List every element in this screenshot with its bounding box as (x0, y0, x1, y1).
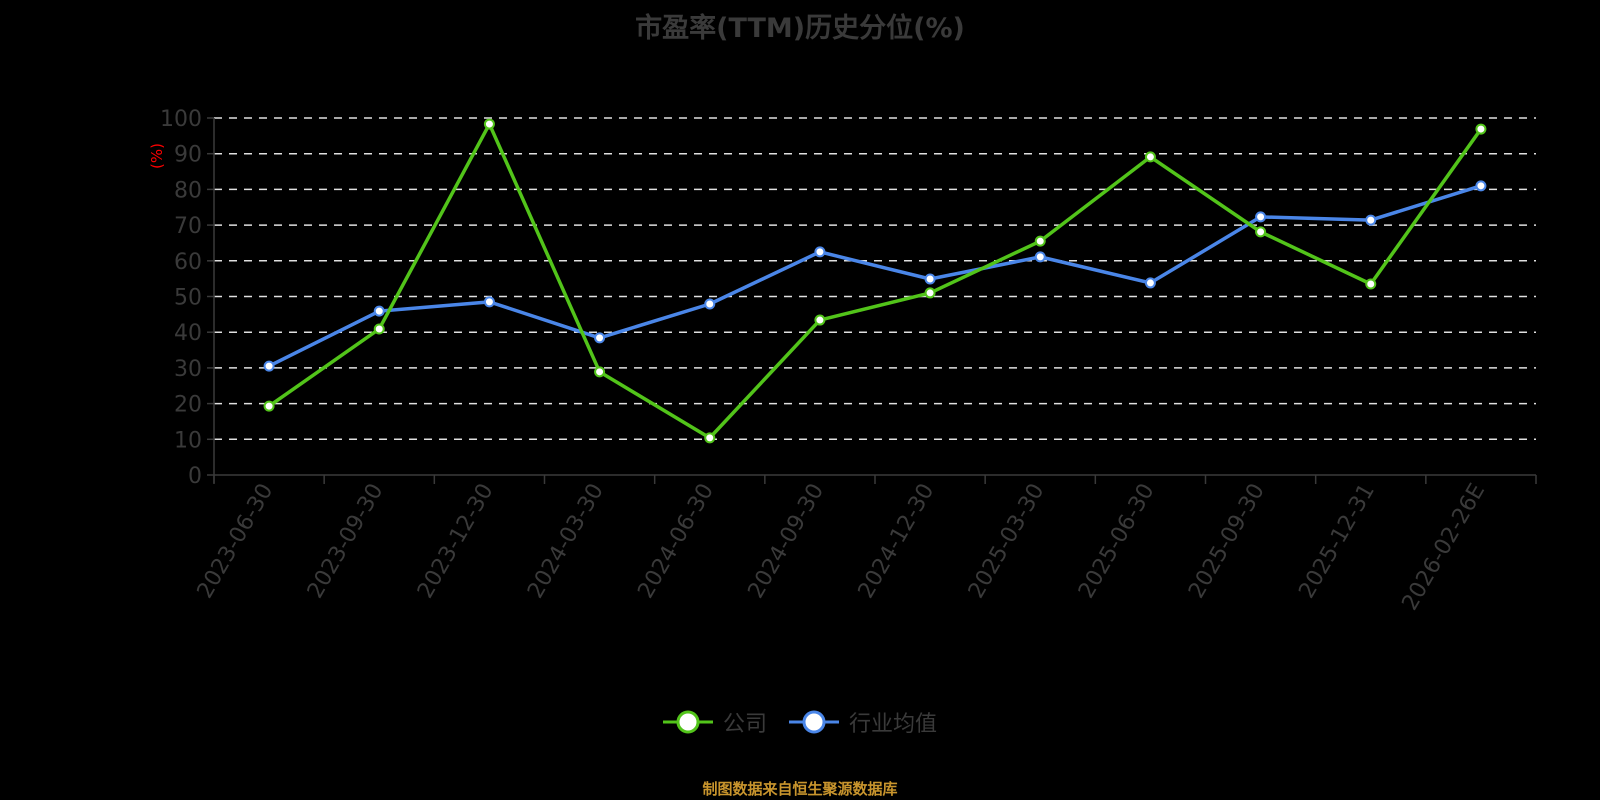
data-point[interactable] (1365, 278, 1377, 290)
x-tick-label: 2024-03-30 (523, 480, 609, 603)
chart-title: 市盈率(TTM)历史分位(%) (635, 13, 965, 44)
legend-marker-icon (662, 710, 713, 734)
x-tick-label: 2023-12-30 (413, 479, 499, 602)
y-tick-label: 50 (174, 286, 202, 311)
series-line (268, 122, 1483, 440)
legend-marker-icon (789, 710, 839, 734)
data-point[interactable] (1255, 211, 1267, 223)
legend-item-company[interactable]: 公司 (662, 706, 767, 738)
x-tick-label: 2025-03-30 (964, 480, 1050, 603)
y-tick-label: 70 (174, 214, 202, 239)
y-tick-label: 20 (174, 393, 202, 418)
line-chart: 0 10 20 30 40 50 60 70 80 90 100 (%) 2023-06-30 2023-… (148, 107, 1537, 615)
x-tick-label: 2025-06-30 (1074, 480, 1160, 603)
data-point[interactable] (704, 298, 716, 310)
x-tick-label: 2025-09-30 (1184, 480, 1270, 603)
data-point[interactable] (1475, 180, 1487, 192)
x-tick-label: 2024-09-30 (744, 480, 830, 603)
legend-label: 公司 (722, 712, 767, 737)
y-tick-label: 0 (188, 464, 202, 489)
data-point[interactable] (1034, 251, 1046, 263)
series-line (268, 184, 1482, 368)
y-tick-label: 30 (174, 357, 202, 382)
data-point[interactable] (924, 273, 936, 285)
x-tick-label: 2024-12-30 (854, 479, 940, 602)
data-point[interactable] (594, 366, 606, 378)
data-point[interactable] (594, 332, 606, 344)
data-point[interactable] (1255, 226, 1267, 238)
y-tick-label: 80 (174, 178, 202, 203)
data-point[interactable] (483, 118, 495, 130)
y-tick-label: 40 (174, 321, 202, 346)
x-tick-label: 2023-06-30 (193, 480, 279, 603)
data-point[interactable] (1365, 214, 1377, 226)
data-point[interactable] (814, 246, 826, 258)
data-point[interactable] (263, 400, 275, 412)
y-axis-label: (%) (148, 143, 166, 169)
data-point[interactable] (373, 305, 385, 317)
y-tick-label: 10 (174, 428, 202, 453)
x-tick-label: 2025-12-31 (1294, 480, 1380, 603)
x-tick-label: 2024-06-30 (633, 480, 719, 603)
legend-label: 行业均值 (849, 712, 938, 737)
legend-item-industry[interactable]: 行业均值 (789, 706, 937, 738)
x-tick-label: 2023-09-30 (303, 480, 389, 603)
y-tick-label: 100 (160, 107, 202, 132)
y-tick-label: 90 (174, 143, 202, 168)
legend: 公司 行业均值 (0, 706, 1600, 738)
data-point[interactable] (1034, 235, 1046, 247)
data-point[interactable] (1475, 123, 1487, 135)
data-point[interactable] (373, 323, 385, 335)
data-point[interactable] (263, 360, 275, 372)
x-tick-label: 2026-02-26E (1398, 480, 1491, 615)
data-point[interactable] (704, 432, 716, 444)
data-point[interactable] (1144, 151, 1156, 163)
data-point[interactable] (924, 287, 936, 299)
y-tick-label: 60 (174, 250, 202, 275)
data-point[interactable] (1144, 277, 1156, 289)
data-point[interactable] (483, 296, 495, 308)
data-source-note: 制图数据来自恒生聚源数据库 (702, 780, 898, 798)
data-point[interactable] (814, 314, 826, 326)
